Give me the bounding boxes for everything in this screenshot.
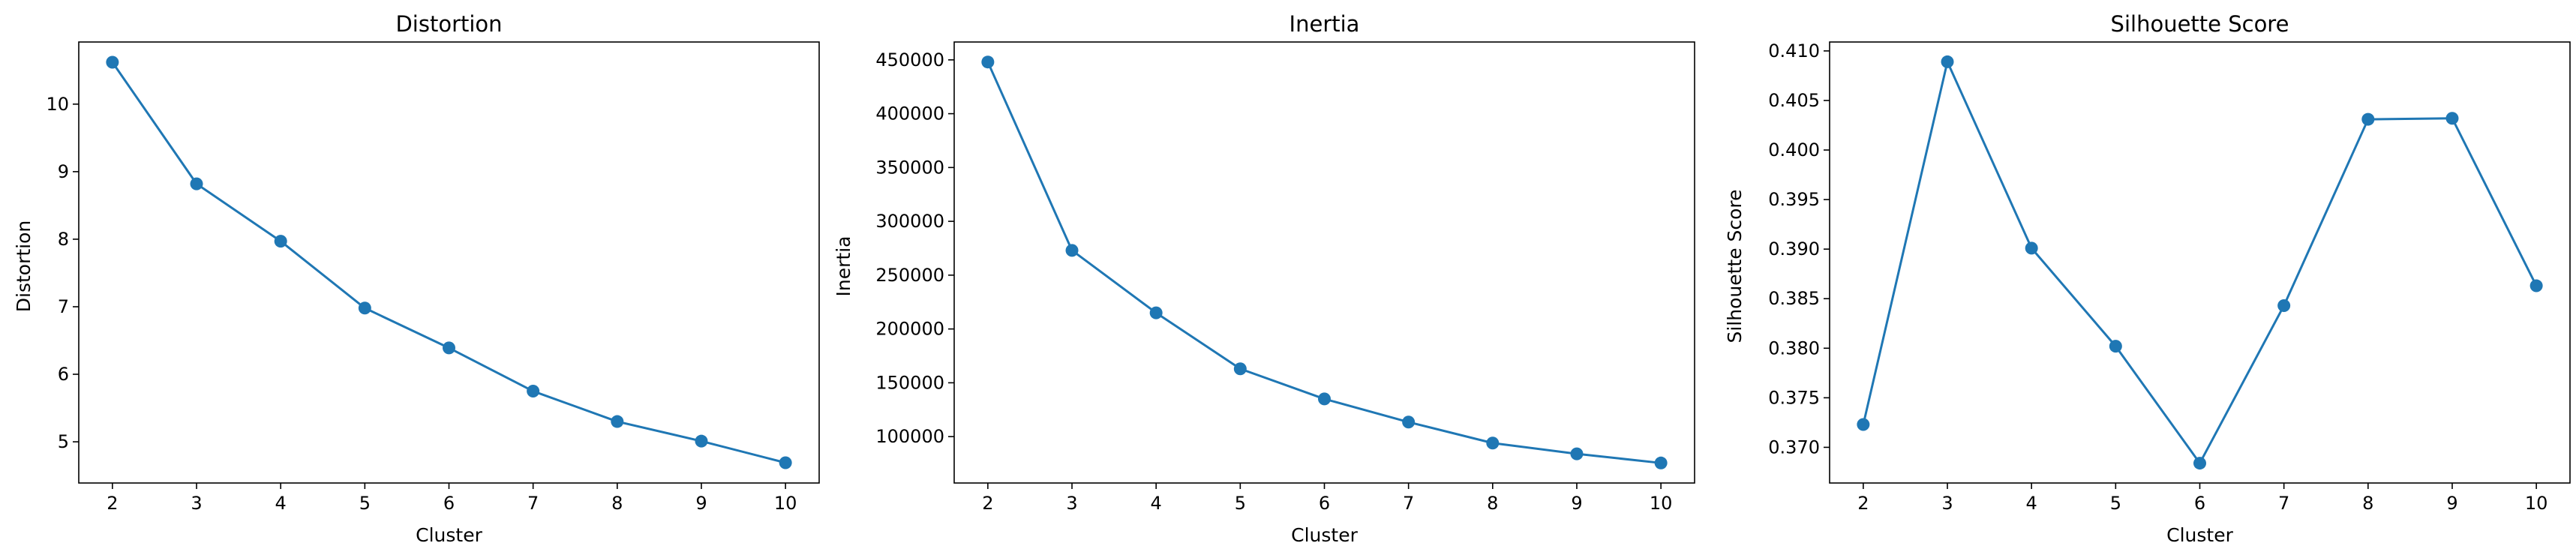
data-point: [106, 56, 119, 69]
x-tick-label: 6: [443, 493, 455, 514]
x-tick-label: 6: [1319, 493, 1330, 514]
x-tick-label: 10: [2525, 493, 2548, 514]
silhouette-score-chart: Silhouette Score Cluster Silhouette Scor…: [1724, 11, 2571, 546]
data-point: [2277, 298, 2291, 312]
plot-area: 2 3 4 5 6 7 8 9 10 5 6 7 8 9 10: [46, 41, 820, 514]
x-tick-label: 4: [1151, 493, 1162, 514]
inertia-chart: Inertia Cluster Inertia 2 3 4 5 6 7 8 9 10 100000…: [833, 11, 1695, 546]
x-axis-label: Cluster: [1291, 524, 1358, 546]
data-point: [1570, 447, 1584, 460]
data-point: [2445, 112, 2459, 125]
y-tick-label: 0.370: [1768, 436, 1820, 458]
axes-frame: [78, 41, 820, 484]
x-tick-label: 2: [982, 493, 993, 514]
y-tick-label: 10: [46, 94, 69, 115]
x-tick-label: 4: [2026, 493, 2037, 514]
x-tick-label: 8: [1487, 493, 1498, 514]
data-point: [358, 302, 371, 315]
axes-frame: [1829, 41, 2571, 484]
data-point: [1402, 416, 1416, 429]
data-point: [1065, 244, 1079, 257]
x-tick-label: 2: [107, 493, 118, 514]
plot-area: 2 3 4 5 6 7 8 9 10 100000 150000 200000 250000 300000…: [875, 41, 1695, 514]
data-point: [2025, 242, 2038, 255]
y-tick-label: 0.405: [1768, 90, 1820, 111]
plot-area: 2 3 4 5 6 7 8 9 10 0.370 0.375 0.380 0.385 0.390 0.395…: [1768, 40, 2571, 514]
x-tick-label: 8: [611, 493, 623, 514]
y-tick-label: 200000: [875, 319, 944, 340]
y-tick-label: 300000: [875, 211, 944, 232]
y-axis-label: Inertia: [833, 236, 854, 297]
x-tick-label: 10: [1650, 493, 1673, 514]
x-tick-label: 8: [2362, 493, 2373, 514]
y-tick-label: 0.385: [1768, 288, 1820, 309]
x-tick-label: 5: [2110, 493, 2121, 514]
distortion-chart: Distortion Cluster Distortion 2 3 4 5 6 7 8 9 10…: [13, 11, 820, 546]
data-point: [1486, 436, 1500, 450]
x-tick-label: 5: [359, 493, 371, 514]
data-point: [527, 385, 540, 398]
x-tick-label: 3: [1941, 493, 1953, 514]
x-tick-label: 7: [527, 493, 539, 514]
x-tick-label: 3: [1066, 493, 1077, 514]
x-tick-label: 5: [1235, 493, 1246, 514]
data-point: [1654, 456, 1668, 470]
data-point: [611, 415, 624, 428]
x-tick-label: 4: [275, 493, 287, 514]
y-tick-label: 5: [58, 431, 69, 452]
data-point: [981, 56, 995, 69]
y-tick-label: 350000: [875, 157, 944, 178]
x-tick-label: 3: [191, 493, 202, 514]
data-point: [2109, 340, 2122, 353]
data-point: [1941, 55, 1954, 68]
y-tick-label: 6: [58, 364, 69, 385]
x-tick-label: 2: [1857, 493, 1869, 514]
chart-title: Silhouette Score: [2111, 11, 2289, 37]
y-tick-label: 0.380: [1768, 338, 1820, 358]
y-tick-label: 0.390: [1768, 238, 1820, 260]
x-tick-label: 10: [774, 493, 797, 514]
axes-frame: [953, 41, 1695, 484]
data-point: [2361, 112, 2375, 126]
data-point: [2529, 279, 2543, 292]
data-point: [1857, 418, 1870, 431]
data-point: [2193, 457, 2206, 470]
chart-title: Inertia: [1290, 11, 1360, 37]
y-axis-label: Silhouette Score: [1724, 189, 1746, 343]
y-tick-label: 150000: [875, 372, 944, 393]
y-axis-label: Distortion: [13, 220, 35, 313]
data-point: [190, 177, 203, 190]
data-point: [695, 434, 708, 448]
data-point: [779, 456, 792, 470]
y-tick-label: 250000: [875, 265, 944, 286]
data-point: [443, 341, 455, 355]
y-tick-label: 100000: [875, 426, 944, 447]
x-tick-label: 9: [695, 493, 707, 514]
x-axis-label: Cluster: [416, 524, 482, 546]
x-tick-label: 7: [1403, 493, 1414, 514]
y-tick-label: 400000: [875, 104, 944, 124]
x-tick-label: 7: [2278, 493, 2289, 514]
y-tick-label: 0.410: [1768, 40, 1820, 62]
x-tick-label: 6: [2194, 493, 2205, 514]
y-tick-label: 0.400: [1768, 140, 1820, 160]
chart-title: Distortion: [395, 11, 502, 37]
y-tick-label: 9: [58, 161, 69, 182]
y-tick-label: 0.375: [1768, 387, 1820, 408]
y-tick-label: 8: [58, 229, 69, 250]
data-point: [1149, 306, 1163, 320]
data-point: [274, 235, 287, 248]
x-tick-label: 9: [1571, 493, 1582, 514]
data-point: [1233, 362, 1247, 376]
x-tick-label: 9: [2446, 493, 2457, 514]
data-point: [1318, 392, 1331, 406]
y-tick-label: 7: [58, 296, 69, 317]
x-axis-label: Cluster: [2166, 524, 2233, 546]
y-tick-label: 450000: [875, 50, 944, 70]
y-tick-label: 0.395: [1768, 189, 1820, 210]
